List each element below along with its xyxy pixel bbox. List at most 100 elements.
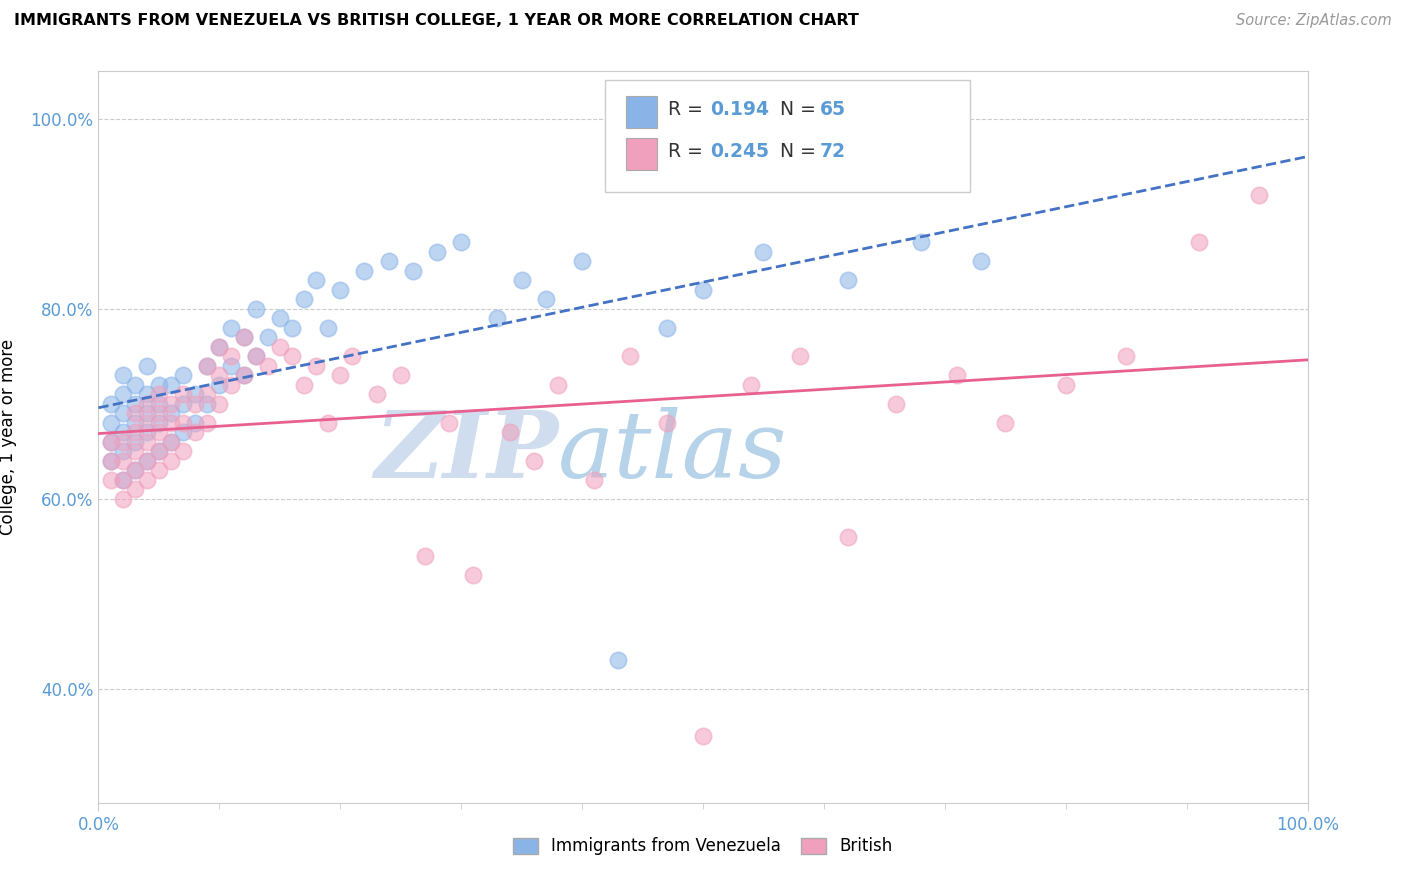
Point [172, 397, 194, 411]
Point [124, 434, 146, 449]
Point [655, 321, 678, 335]
Point [124, 416, 146, 430]
Text: ZIP: ZIP [374, 407, 558, 497]
Point [534, 293, 557, 307]
Point [135, 387, 157, 401]
Point [160, 406, 183, 420]
Point [100, 434, 122, 449]
Point [256, 359, 278, 373]
Point [353, 264, 375, 278]
Point [208, 377, 231, 392]
Point [1188, 235, 1211, 250]
Point [221, 359, 243, 373]
Point [329, 283, 352, 297]
Point [111, 368, 134, 383]
Point [292, 377, 315, 392]
Point [148, 397, 170, 411]
Point [281, 349, 304, 363]
Point [232, 368, 254, 383]
Text: N =: N = [780, 142, 823, 161]
Point [111, 434, 134, 449]
Point [124, 397, 146, 411]
Point [111, 387, 134, 401]
Point [172, 387, 194, 401]
Point [571, 254, 593, 268]
Point [450, 235, 472, 250]
Text: R =: R = [668, 142, 709, 161]
Point [486, 311, 509, 326]
Point [148, 463, 170, 477]
Point [377, 254, 399, 268]
Text: N =: N = [780, 100, 823, 120]
Point [124, 463, 146, 477]
Point [124, 406, 146, 420]
Point [305, 359, 328, 373]
Point [752, 244, 775, 259]
Point [135, 434, 157, 449]
Text: R =: R = [668, 100, 709, 120]
Point [498, 425, 520, 440]
Point [111, 473, 134, 487]
Point [837, 530, 859, 544]
Point [172, 416, 194, 430]
Y-axis label: College, 1 year or more: College, 1 year or more [0, 339, 17, 535]
Point [160, 397, 183, 411]
Point [124, 444, 146, 458]
Point [316, 416, 339, 430]
Point [692, 729, 714, 743]
Point [305, 273, 328, 287]
Point [100, 454, 122, 468]
Point [245, 349, 267, 363]
Point [245, 301, 267, 316]
Point [195, 397, 218, 411]
Point [208, 340, 231, 354]
Point [100, 397, 122, 411]
Point [366, 387, 388, 401]
Point [100, 473, 122, 487]
Point [208, 340, 231, 354]
Point [281, 321, 304, 335]
Point [547, 377, 569, 392]
Point [172, 444, 194, 458]
Point [124, 463, 146, 477]
Point [655, 416, 678, 430]
Point [269, 340, 291, 354]
Point [148, 377, 170, 392]
Point [437, 416, 460, 430]
Point [789, 349, 811, 363]
Point [160, 454, 183, 468]
Point [740, 377, 762, 392]
Point [111, 473, 134, 487]
Point [1054, 377, 1077, 392]
Point [195, 359, 218, 373]
Point [692, 283, 714, 297]
Point [135, 473, 157, 487]
Point [342, 349, 364, 363]
Point [135, 454, 157, 468]
Point [100, 416, 122, 430]
Point [148, 425, 170, 440]
Point [402, 264, 425, 278]
Point [195, 416, 218, 430]
Point [160, 434, 183, 449]
Point [148, 416, 170, 430]
Point [148, 406, 170, 420]
Point [1115, 349, 1137, 363]
Point [172, 368, 194, 383]
Point [426, 244, 449, 259]
Point [135, 397, 157, 411]
Point [1249, 187, 1271, 202]
Point [316, 321, 339, 335]
Text: 65: 65 [820, 100, 845, 120]
Text: 72: 72 [820, 142, 845, 161]
Point [135, 425, 157, 440]
Point [946, 368, 969, 383]
Point [111, 491, 134, 506]
Point [135, 416, 157, 430]
Point [619, 349, 641, 363]
Point [184, 397, 207, 411]
Point [910, 235, 932, 250]
Point [221, 321, 243, 335]
Point [195, 359, 218, 373]
Point [208, 397, 231, 411]
